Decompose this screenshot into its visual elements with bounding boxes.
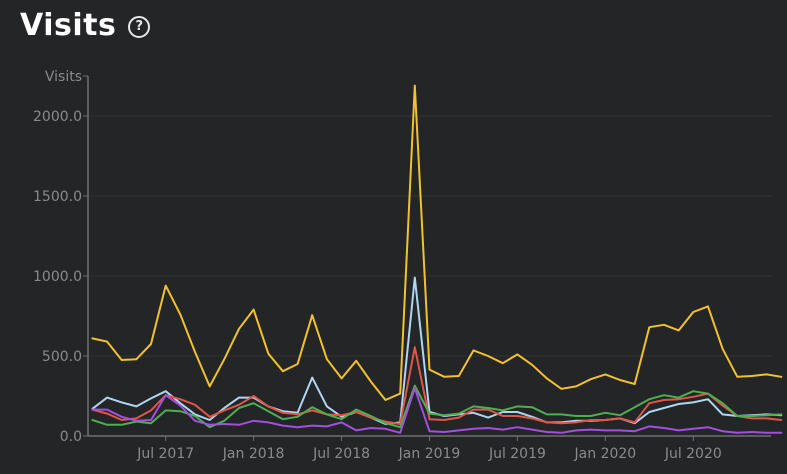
header: Visits ? <box>20 8 151 43</box>
chart-gridlines <box>88 115 771 357</box>
y-tick-label: 0.0 <box>60 429 82 445</box>
x-tick-label: Jan 2020 <box>574 446 637 462</box>
chart-axes <box>83 75 771 441</box>
series-line-2 <box>91 346 783 425</box>
chart-series <box>91 84 783 434</box>
y-axis-label: Visits <box>45 69 82 85</box>
help-icon[interactable]: ? <box>128 15 151 38</box>
x-tick-label: Jul 2018 <box>312 446 370 462</box>
x-tick-label: Jan 2019 <box>398 446 461 462</box>
x-tick-label: Jul 2020 <box>664 446 722 462</box>
x-tick-label: Jan 2018 <box>222 446 285 462</box>
y-tick-label: 500.0 <box>42 349 82 365</box>
series-line-1 <box>91 276 783 425</box>
x-tick-label: Jul 2019 <box>488 446 546 462</box>
y-tick-label: 1500.0 <box>33 189 82 205</box>
series-line-4 <box>91 387 783 434</box>
y-tick-label: 1000.0 <box>33 269 82 285</box>
series-line-3 <box>91 384 783 429</box>
series-line-0 <box>91 84 783 401</box>
x-tick-label: Jul 2017 <box>136 446 194 462</box>
y-tick-label: 2000.0 <box>33 109 82 125</box>
chart-tick-labels: 0.0 500.0 1000.0 1500.0 2000.0 Visits Jul 2017… <box>33 69 722 462</box>
page-title: Visits <box>20 8 117 43</box>
